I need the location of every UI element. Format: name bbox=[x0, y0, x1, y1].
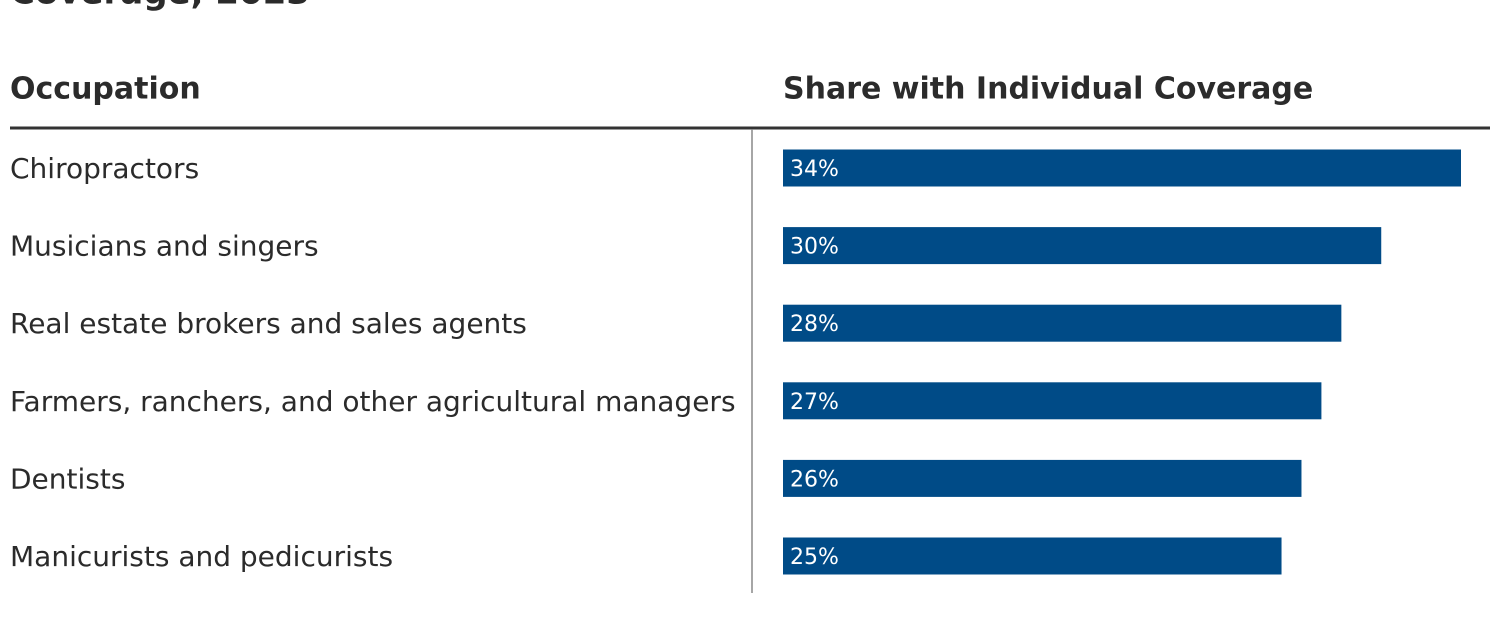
chart-title: Coverage, 2023 bbox=[10, 0, 310, 13]
value-label: 27% bbox=[790, 390, 839, 415]
row-label: Real estate brokers and sales agents bbox=[10, 307, 527, 340]
bar bbox=[783, 149, 1461, 187]
column-header: Occupation bbox=[10, 72, 201, 107]
value-label: 30% bbox=[790, 235, 839, 260]
bar bbox=[783, 227, 1382, 265]
bar bbox=[783, 537, 1282, 575]
bar bbox=[783, 382, 1322, 420]
value-label: 25% bbox=[790, 545, 839, 570]
bar bbox=[783, 304, 1342, 342]
value-label: 34% bbox=[790, 157, 839, 182]
row-label: Dentists bbox=[10, 462, 125, 495]
row-label: Manicurists and pedicurists bbox=[10, 540, 393, 573]
row-label: Chiropractors bbox=[10, 152, 199, 185]
bar bbox=[783, 459, 1302, 497]
value-label: 28% bbox=[790, 312, 839, 337]
row-label: Farmers, ranchers, and other agricultura… bbox=[10, 385, 736, 418]
column-header: Share with Individual Coverage bbox=[783, 72, 1313, 107]
value-label: 26% bbox=[790, 467, 839, 492]
row-label: Musicians and singers bbox=[10, 230, 319, 263]
